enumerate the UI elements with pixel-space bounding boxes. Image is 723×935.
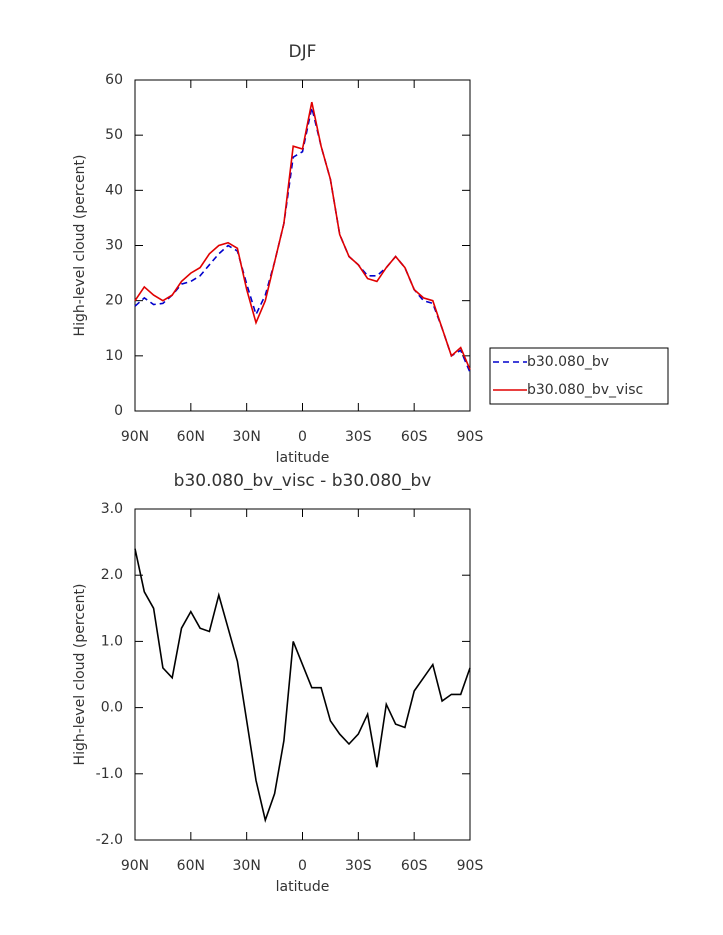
x-tick-label: 30N: [233, 858, 261, 874]
y-tick-label: -2.0: [96, 832, 123, 848]
y-tick-label: 20: [105, 293, 123, 309]
x-tick-label: 0: [298, 858, 307, 874]
legend-box: [489, 347, 669, 405]
y-tick-label: 2.0: [101, 567, 123, 583]
y-tick-label: 50: [105, 127, 123, 143]
y-tick-label: 40: [105, 182, 123, 198]
plot-frame: [134, 508, 471, 841]
y-tick-label: 10: [105, 348, 123, 364]
y-tick-label: 0.0: [101, 700, 123, 716]
legend-label: b30.080_bv: [527, 354, 609, 370]
x-axis-label: latitude: [276, 450, 330, 466]
x-tick-label: 30N: [233, 429, 261, 445]
y-tick-label: -1.0: [96, 766, 123, 782]
x-axis-label: latitude: [276, 879, 330, 895]
x-tick-label: 60N: [177, 429, 205, 445]
x-tick-label: 90N: [121, 858, 149, 874]
legend-label: b30.080_bv_visc: [527, 382, 643, 398]
y-tick-label: 30: [105, 238, 123, 254]
x-tick-label: 90N: [121, 429, 149, 445]
x-tick-label: 60S: [401, 429, 428, 445]
x-tick-label: 30S: [345, 858, 372, 874]
x-tick-label: 90S: [457, 858, 484, 874]
data-line: [134, 548, 471, 823]
y-tick-label: 0: [114, 403, 123, 419]
y-axis-label: High-level cloud (percent): [72, 155, 88, 337]
y-tick-label: 3.0: [101, 501, 123, 517]
chart-title: b30.080_bv_visc - b30.080_bv: [174, 471, 432, 491]
data-line: [134, 101, 471, 370]
y-axis-label: High-level cloud (percent): [72, 584, 88, 766]
plot-frame: [134, 79, 471, 412]
x-tick-label: 30S: [345, 429, 372, 445]
chart-title: DJF: [289, 42, 317, 62]
x-tick-label: 60N: [177, 858, 205, 874]
x-tick-label: 0: [298, 429, 307, 445]
x-tick-label: 60S: [401, 858, 428, 874]
y-tick-label: 60: [105, 72, 123, 88]
y-tick-label: 1.0: [101, 633, 123, 649]
x-tick-label: 90S: [457, 429, 484, 445]
